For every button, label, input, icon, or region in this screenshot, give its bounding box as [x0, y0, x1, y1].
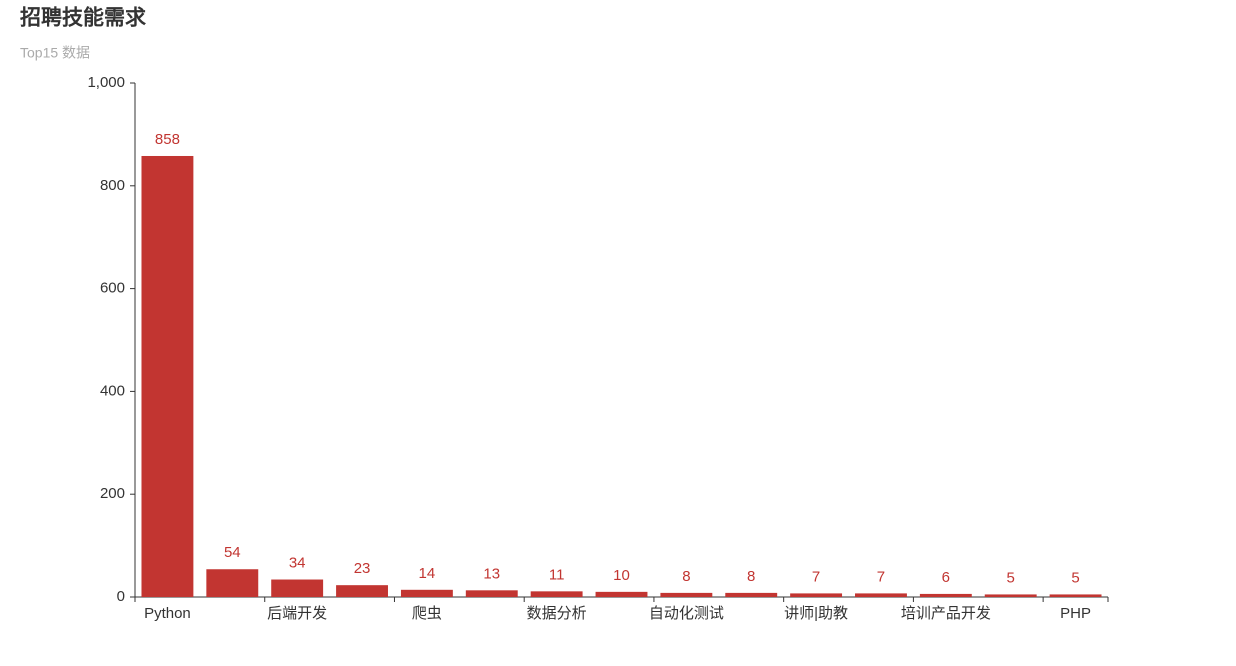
y-tick-label: 1,000 [87, 74, 125, 91]
bar [465, 590, 518, 597]
bar [660, 592, 713, 597]
value-label: 11 [549, 566, 565, 583]
bar [141, 155, 194, 597]
bar [725, 592, 778, 597]
bar [400, 589, 453, 597]
bar [790, 593, 843, 597]
chart-subtitle: Top15 数据 [20, 45, 90, 61]
value-label: 10 [613, 567, 630, 584]
y-tick-label: 200 [100, 485, 125, 502]
chart-title: 招聘技能需求 [20, 6, 146, 30]
bar [271, 579, 324, 597]
x-tick-label: PHP [1060, 605, 1091, 622]
x-tick-label: 爬虫 [412, 605, 442, 622]
y-tick-label: 0 [117, 588, 125, 605]
bar [919, 593, 972, 597]
x-tick-label: 讲师|助教 [784, 605, 848, 622]
value-label: 5 [1071, 569, 1079, 586]
value-label: 7 [812, 568, 820, 585]
value-label: 858 [155, 131, 180, 148]
x-tick-label: Python [144, 605, 191, 622]
value-label: 6 [942, 569, 950, 586]
x-tick-label: 自动化测试 [649, 605, 724, 622]
x-tick-label: 后端开发 [267, 605, 327, 622]
value-label: 23 [354, 560, 371, 577]
value-label: 54 [224, 544, 241, 561]
bar [1049, 594, 1102, 597]
bar [984, 594, 1037, 597]
value-label: 14 [419, 565, 436, 582]
bar [855, 593, 907, 597]
value-label: 34 [289, 554, 306, 571]
y-tick-label: 800 [100, 177, 125, 194]
bar [336, 585, 388, 597]
y-tick-label: 600 [100, 280, 125, 297]
value-label: 8 [682, 568, 690, 585]
y-tick-label: 400 [100, 382, 125, 399]
x-tick-label: 培训产品开发 [901, 605, 991, 622]
bar [206, 569, 259, 597]
value-label: 5 [1007, 569, 1015, 586]
bar [530, 591, 583, 597]
value-label: 7 [877, 568, 885, 585]
value-label: 13 [483, 565, 500, 582]
bar [595, 591, 648, 597]
x-tick-label: 数据分析 [527, 605, 587, 622]
value-label: 8 [747, 568, 755, 585]
